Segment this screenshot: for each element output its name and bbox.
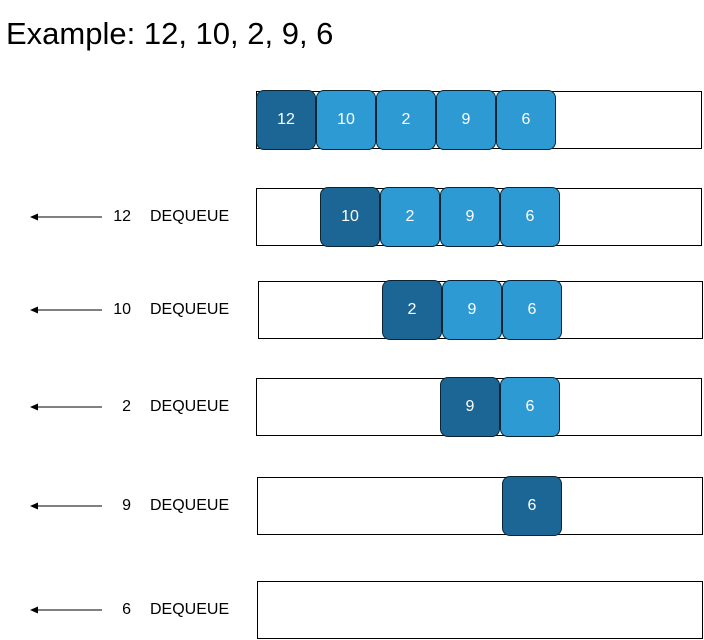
dequeue-arrow-icon bbox=[30, 403, 102, 411]
operation-label: DEQUEUE bbox=[150, 601, 230, 618]
dequeue-arrow-icon bbox=[30, 213, 102, 221]
queue-front-cell: 2 bbox=[382, 280, 442, 340]
operation-label: DEQUEUE bbox=[150, 208, 230, 225]
dequeued-value: 9 bbox=[122, 497, 131, 514]
queue-cell: 9 bbox=[442, 280, 502, 340]
page-title: Example: 12, 10, 2, 9, 6 bbox=[6, 16, 334, 51]
dequeue-arrow-icon bbox=[30, 306, 102, 314]
queue-cell: 9 bbox=[440, 187, 500, 247]
queue-container bbox=[257, 581, 703, 639]
queue-cell: 9 bbox=[436, 90, 496, 150]
queue-cell: 6 bbox=[500, 187, 560, 247]
dequeued-value: 2 bbox=[122, 398, 131, 415]
queue-container bbox=[257, 477, 703, 535]
queue-front-cell: 10 bbox=[320, 187, 380, 247]
queue-cell: 10 bbox=[316, 90, 376, 150]
operation-label: DEQUEUE bbox=[150, 398, 230, 415]
dequeued-value: 12 bbox=[113, 208, 131, 225]
queue-front-cell: 9 bbox=[440, 377, 500, 437]
queue-front-cell: 6 bbox=[502, 476, 562, 536]
queue-cell: 6 bbox=[502, 280, 562, 340]
queue-cell: 2 bbox=[380, 187, 440, 247]
dequeued-value: 6 bbox=[122, 601, 131, 618]
dequeued-value: 10 bbox=[113, 301, 131, 318]
dequeue-arrow-icon bbox=[30, 502, 102, 510]
queue-cell: 6 bbox=[500, 377, 560, 437]
operation-label: DEQUEUE bbox=[150, 497, 230, 514]
queue-cell: 2 bbox=[376, 90, 436, 150]
dequeue-arrow-icon bbox=[30, 606, 102, 614]
queue-front-cell: 12 bbox=[256, 90, 316, 150]
operation-label: DEQUEUE bbox=[150, 301, 230, 318]
queue-cell: 6 bbox=[496, 90, 556, 150]
